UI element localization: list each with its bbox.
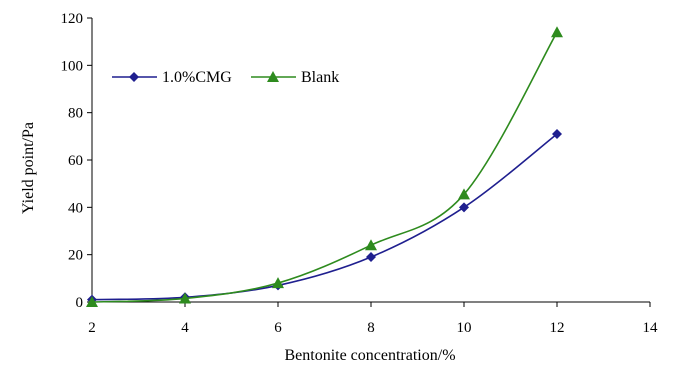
- data-point: [365, 239, 377, 250]
- axes: 0 20 40 60 80 100 120 2 4 6 8 10 12 14: [61, 11, 659, 336]
- legend-label: Blank: [301, 69, 339, 86]
- legend-label: 1.0%CMG: [162, 69, 232, 86]
- legend-item-1: 1.0%CMG: [112, 69, 232, 86]
- data-point: [459, 202, 469, 212]
- data-point: [551, 26, 563, 37]
- series-line: [92, 134, 557, 300]
- y-tick-label: 80: [68, 106, 83, 122]
- y-tick-label: 40: [68, 200, 83, 216]
- legend-marker: [129, 72, 139, 82]
- x-tick-label: 4: [181, 320, 189, 336]
- x-axis-title: Bentonite concentration/%: [284, 347, 455, 364]
- y-tick-label: 120: [61, 11, 84, 27]
- x-tick-label: 12: [550, 320, 565, 336]
- x-tick-label: 2: [88, 320, 96, 336]
- y-tick-label: 100: [61, 58, 84, 74]
- legend-item-2: Blank: [251, 69, 339, 86]
- data-point: [366, 252, 376, 262]
- y-axis-title: Yield point/Pa: [20, 122, 37, 214]
- legend: 1.0%CMG Blank: [112, 69, 339, 86]
- y-tick-label: 20: [68, 248, 83, 264]
- y-tick-label: 0: [76, 295, 84, 311]
- x-tick-label: 6: [274, 320, 282, 336]
- x-tick-label: 8: [367, 320, 375, 336]
- x-tick-label: 14: [643, 320, 659, 336]
- x-tick-label: 10: [457, 320, 472, 336]
- y-tick-label: 60: [68, 153, 83, 169]
